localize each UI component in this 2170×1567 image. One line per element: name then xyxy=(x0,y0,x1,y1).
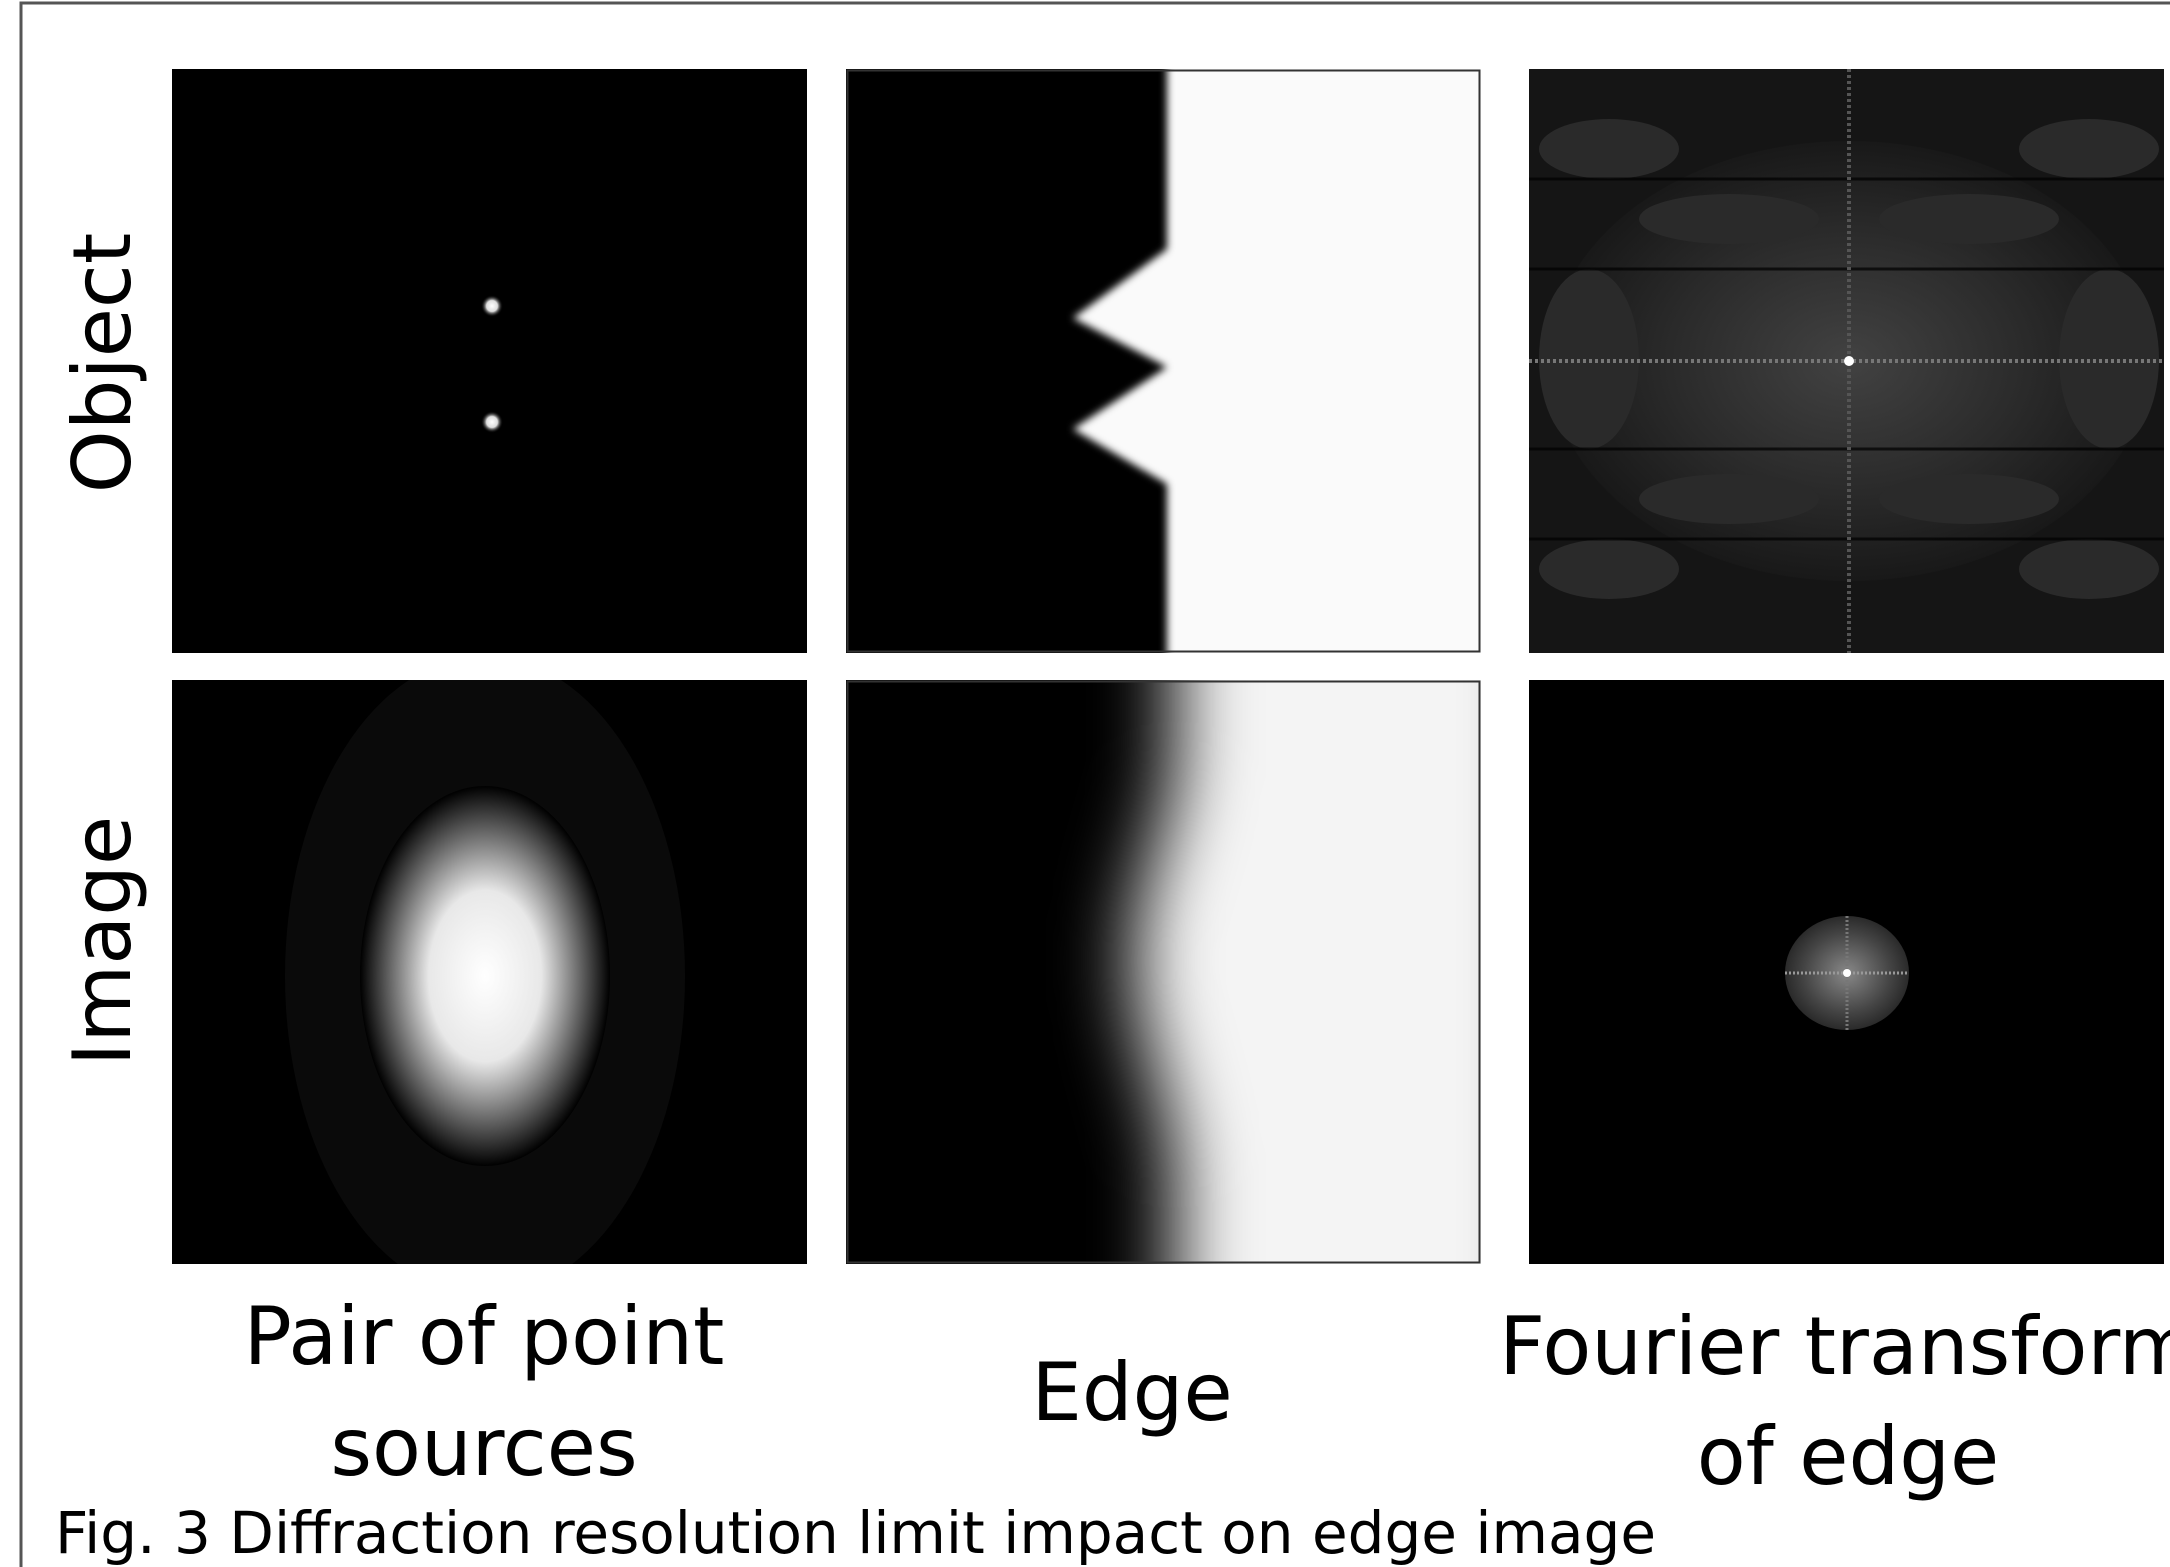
figure: Object Image Pair of point sources Edge … xyxy=(0,0,2170,1567)
column-label: sources xyxy=(330,1401,637,1494)
row-label: Image xyxy=(56,816,149,1067)
panel-image-edge xyxy=(846,580,1546,1380)
row-label: Object xyxy=(56,233,149,494)
panel-image-fourier xyxy=(1529,680,2170,1264)
caption: Fig. 3 Diffraction resolution limit impa… xyxy=(55,1499,1656,1567)
column-label: Edge xyxy=(1031,1346,1232,1439)
panel-object-fourier xyxy=(1529,69,2170,653)
column-label: Fourier transform xyxy=(1499,1300,2170,1393)
panel-object-edge xyxy=(846,49,1506,673)
column-label: of edge xyxy=(1697,1410,2000,1503)
page: Object Image Pair of point sources Edge … xyxy=(0,0,2170,1567)
panel-object-points xyxy=(172,69,807,653)
column-label: Pair of point xyxy=(244,1290,725,1383)
panel-image-points xyxy=(172,656,807,1296)
